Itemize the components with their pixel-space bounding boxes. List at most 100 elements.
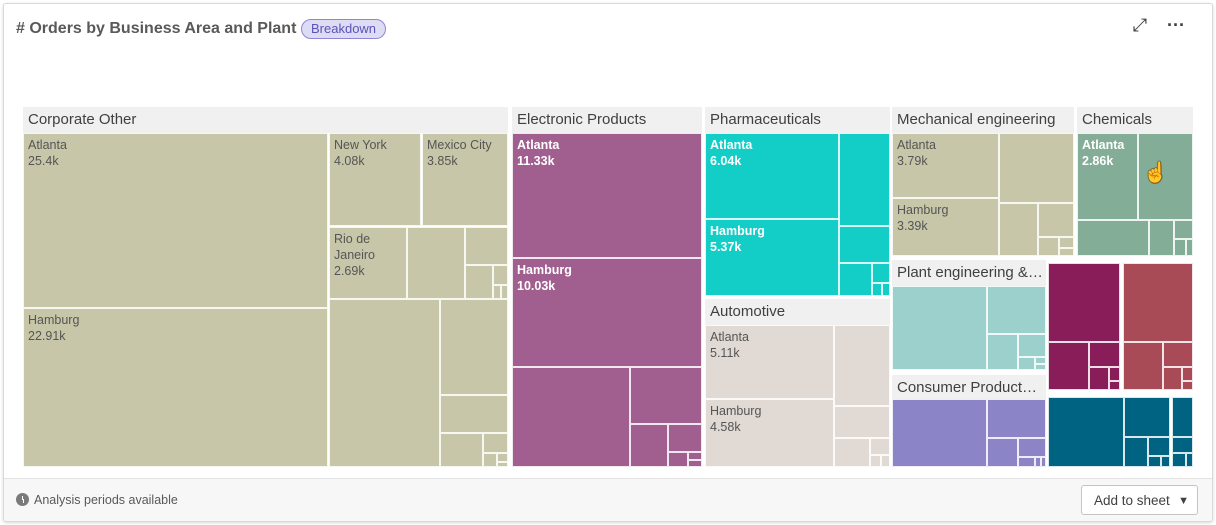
treemap-leaf[interactable]: Atlanta 25.4k xyxy=(23,133,328,308)
treemap-cell[interactable] xyxy=(870,438,890,455)
treemap-cell[interactable] xyxy=(1109,367,1120,381)
treemap-group-header[interactable]: Consumer Product… xyxy=(892,375,1046,399)
treemap-cell[interactable] xyxy=(512,367,630,467)
treemap-cell[interactable] xyxy=(1035,457,1041,467)
treemap-cell[interactable] xyxy=(440,433,483,467)
treemap-cell[interactable] xyxy=(1148,456,1161,467)
treemap-cell[interactable] xyxy=(1109,381,1120,390)
treemap-cell[interactable] xyxy=(688,452,702,460)
treemap-group-header[interactable]: Chemicals xyxy=(1077,107,1193,133)
treemap-leaf[interactable]: Atlanta 6.04k xyxy=(705,133,839,219)
treemap-cell[interactable] xyxy=(688,460,702,467)
treemap-cell[interactable] xyxy=(668,424,702,452)
treemap-group-header[interactable]: Automotive xyxy=(705,299,890,325)
treemap-cell[interactable] xyxy=(501,285,508,299)
treemap-cell[interactable] xyxy=(497,453,508,462)
treemap-cell[interactable] xyxy=(1123,342,1163,390)
treemap-cell[interactable] xyxy=(1059,237,1074,248)
treemap-group-header[interactable]: Plant engineering &… xyxy=(892,260,1046,286)
treemap-cell[interactable] xyxy=(407,227,465,299)
treemap-leaf[interactable]: Hamburg 3.39k xyxy=(892,198,999,256)
treemap-cell[interactable] xyxy=(1174,239,1186,256)
treemap-cell[interactable] xyxy=(1124,397,1170,437)
treemap-cell[interactable] xyxy=(892,286,987,370)
treemap-group-header[interactable]: Electronic Products xyxy=(512,107,702,133)
treemap-leaf[interactable]: New York 4.08k xyxy=(329,133,421,226)
treemap-cell[interactable] xyxy=(329,299,440,467)
treemap-cell[interactable] xyxy=(493,265,508,285)
treemap-cell[interactable] xyxy=(839,263,872,296)
treemap-cell[interactable] xyxy=(493,285,501,299)
treemap-cell[interactable] xyxy=(440,299,508,395)
treemap-leaf[interactable]: Hamburg 4.58k xyxy=(705,399,834,467)
add-to-sheet-button[interactable]: Add to sheet ▼ xyxy=(1081,485,1198,515)
treemap-cell[interactable] xyxy=(668,452,688,467)
treemap-cell[interactable] xyxy=(987,286,1046,334)
treemap-leaf[interactable]: Atlanta 5.11k xyxy=(705,325,834,399)
treemap-cell[interactable] xyxy=(1041,457,1046,467)
treemap-group-header[interactable]: Mechanical engineering xyxy=(892,107,1074,133)
treemap-cell[interactable] xyxy=(1148,437,1170,456)
treemap-cell[interactable] xyxy=(1123,263,1193,342)
treemap-leaf[interactable]: Hamburg 10.03k xyxy=(512,258,702,367)
treemap-cell[interactable] xyxy=(483,453,497,467)
treemap-cell[interactable] xyxy=(497,462,508,467)
treemap-cell[interactable] xyxy=(1018,457,1035,467)
treemap-group-header[interactable]: Pharmaceuticals xyxy=(705,107,890,133)
treemap-cell[interactable] xyxy=(987,438,1018,467)
treemap-cell[interactable] xyxy=(1186,453,1193,467)
treemap-cell[interactable] xyxy=(1172,437,1193,453)
treemap-cell[interactable] xyxy=(987,399,1046,438)
treemap-cell[interactable] xyxy=(987,334,1018,370)
treemap-cell[interactable] xyxy=(1077,220,1149,256)
treemap-cell[interactable] xyxy=(1182,367,1193,381)
treemap-cell[interactable] xyxy=(999,133,1074,203)
treemap-cell[interactable] xyxy=(1035,364,1046,370)
treemap-leaf[interactable]: Rio de Janeiro 2.69k xyxy=(329,227,407,299)
treemap-cell[interactable] xyxy=(1089,367,1109,390)
treemap-cell[interactable] xyxy=(1038,203,1074,237)
treemap-cell[interactable] xyxy=(1048,397,1124,467)
treemap-leaf[interactable]: Mexico City 3.85k xyxy=(422,133,508,226)
treemap-cell[interactable] xyxy=(834,325,890,406)
treemap-group-header[interactable]: Corporate Other xyxy=(23,107,508,133)
treemap-leaf[interactable]: Hamburg 5.37k xyxy=(705,219,839,296)
treemap-cell[interactable] xyxy=(882,283,890,296)
treemap-cell[interactable] xyxy=(630,424,668,467)
treemap-cell[interactable] xyxy=(872,263,890,283)
treemap-leaf[interactable]: Hamburg 22.91k xyxy=(23,308,328,467)
treemap-cell[interactable] xyxy=(1161,456,1170,467)
more-horizontal-icon[interactable]: ··· xyxy=(1167,15,1185,35)
treemap-cell[interactable] xyxy=(839,226,890,263)
treemap-leaf[interactable]: Atlanta 2.86k xyxy=(1077,133,1138,220)
treemap-cell[interactable] xyxy=(1048,263,1120,342)
treemap-cell[interactable] xyxy=(839,133,890,226)
treemap-cell[interactable] xyxy=(1163,367,1182,390)
breakdown-badge[interactable]: Breakdown xyxy=(301,19,387,39)
treemap-cell[interactable] xyxy=(1172,397,1193,437)
treemap-cell[interactable] xyxy=(1035,357,1046,364)
treemap-cell[interactable] xyxy=(1018,334,1046,357)
treemap-cell[interactable] xyxy=(1018,438,1046,457)
treemap-cell[interactable] xyxy=(1182,381,1193,390)
treemap-cell[interactable] xyxy=(1149,220,1174,256)
treemap-cell[interactable] xyxy=(630,367,702,424)
treemap-cell[interactable] xyxy=(1172,453,1186,467)
treemap-cell[interactable] xyxy=(834,438,870,467)
treemap-cell[interactable] xyxy=(483,433,508,453)
treemap-cell[interactable] xyxy=(1089,342,1120,367)
treemap-cell[interactable] xyxy=(872,283,882,296)
treemap-cell[interactable] xyxy=(999,203,1038,256)
treemap-cell[interactable] xyxy=(1048,342,1089,390)
treemap-cell[interactable] xyxy=(1138,133,1193,220)
treemap-cell[interactable] xyxy=(465,227,508,265)
treemap-cell[interactable] xyxy=(1038,237,1059,256)
treemap-cell[interactable] xyxy=(870,455,881,467)
treemap-cell[interactable] xyxy=(1174,220,1193,239)
treemap-cell[interactable] xyxy=(465,265,493,299)
treemap-cell[interactable] xyxy=(834,406,890,438)
treemap-cell[interactable] xyxy=(1163,342,1193,367)
treemap-cell[interactable] xyxy=(1186,239,1193,256)
treemap-cell[interactable] xyxy=(440,395,508,433)
expand-icon[interactable]: ⤢ xyxy=(1132,15,1148,35)
